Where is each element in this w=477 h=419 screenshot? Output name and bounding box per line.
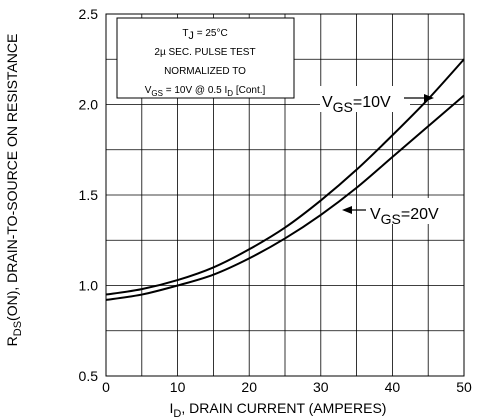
annotation-line-4: VGS = 10V @ 0.5 ID [Cont.]: [145, 85, 266, 98]
y-tick-label: 1.0: [79, 278, 99, 294]
y-tick-label: 1.5: [79, 187, 99, 203]
annotation-line-3: NORMALIZED TO: [164, 66, 246, 77]
x-tick-label: 0: [102, 379, 110, 395]
series-line-vgs-10v: [105, 58, 465, 296]
annotation-box: TJ = 25°C 2µ SEC. PULSE TEST NORMALIZED …: [116, 17, 295, 99]
y-tick-label: 2.5: [79, 6, 99, 22]
annotation-line-2: 2µ SEC. PULSE TEST: [154, 47, 255, 58]
x-axis-title: ID, DRAIN CURRENT (AMPERES): [170, 400, 387, 419]
x-tick-label: 30: [313, 379, 329, 395]
annotation-frame: [116, 17, 295, 99]
x-tick-label: 10: [170, 379, 186, 395]
y-tick-label: 0.5: [79, 368, 99, 384]
arrowhead-right-icon: [424, 94, 434, 102]
y-tick-label: 2.0: [79, 97, 99, 113]
series-label-vgs-10v: VGS=10V: [320, 86, 434, 115]
series-label-vgs-20v: VGS=20V: [342, 198, 458, 227]
curves: [105, 58, 465, 301]
series-label-vgs-10v-text: VGS=10V: [322, 94, 391, 115]
tick-labels: 0 10 20 30 40 50 0.5 1.0 1.5 2.0 2.5: [79, 6, 472, 395]
series-line-vgs-20v: [105, 94, 465, 301]
arrowhead-left-icon: [342, 206, 352, 214]
x-tick-label: 50: [456, 379, 472, 395]
x-tick-label: 20: [241, 379, 257, 395]
annotation-line-1: TJ = 25°C: [182, 28, 227, 42]
series-label-vgs-20v-text: VGS=20V: [370, 206, 439, 227]
x-tick-label: 40: [385, 379, 401, 395]
y-axis-title: RDS(ON), DRAIN-TO-SOURCE ON RESISTANCE: [4, 34, 24, 347]
